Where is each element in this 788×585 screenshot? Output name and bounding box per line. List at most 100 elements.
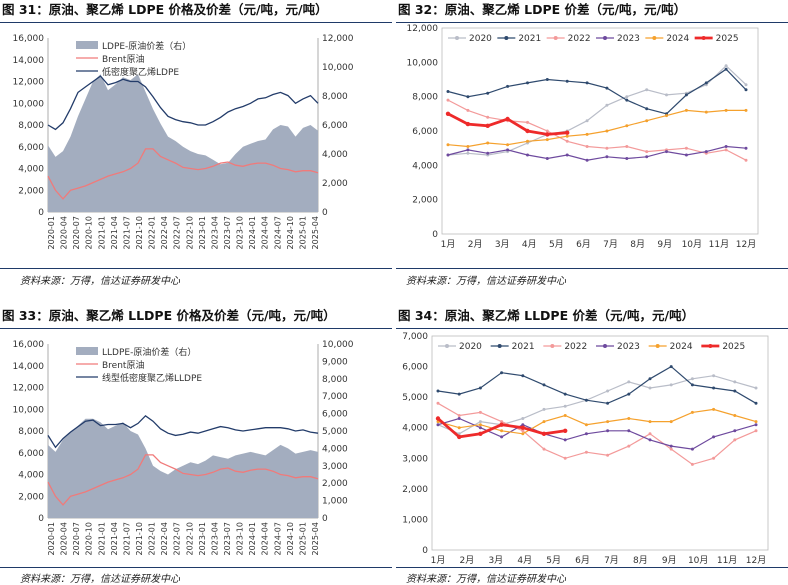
series-point — [563, 428, 568, 433]
title-rule — [396, 328, 788, 329]
x-tick-label: 2024-01 — [248, 216, 257, 249]
figure-33-title: 图 33：原油、聚乙烯 LLDPE 价格及价差（元/吨，元/吨） — [2, 308, 336, 323]
x-tick-label: 2023-07 — [223, 522, 232, 555]
series-point — [466, 148, 470, 152]
x-tick-label: 2020-04 — [60, 216, 69, 249]
x-tick-label: 2021-07 — [122, 216, 131, 249]
series-point — [435, 416, 441, 421]
series-point — [526, 120, 529, 124]
x-tick-label: 6月 — [575, 555, 590, 566]
x-tick-label: 2022-04 — [160, 216, 169, 249]
series-point — [545, 78, 549, 81]
series-point — [645, 119, 649, 123]
y-left-tick-label: 4,000 — [18, 471, 44, 481]
x-tick-label: 2021-01 — [97, 216, 106, 249]
series-point — [542, 447, 546, 451]
series-point — [712, 435, 716, 439]
series-point — [648, 420, 652, 424]
series-point — [545, 138, 549, 142]
series-point — [625, 95, 629, 99]
legend-marker — [497, 344, 502, 348]
y-left-tick-label: 8,000 — [18, 121, 44, 131]
series-point — [712, 374, 716, 378]
y-left-tick-label: 10,000 — [13, 405, 45, 415]
title-rule — [0, 22, 392, 23]
x-tick-label: 9月 — [657, 239, 672, 250]
x-tick-label: 6月 — [576, 239, 591, 250]
y-right-tick-label: 4,000 — [322, 150, 348, 160]
figure-32-title: 图 32：原油、聚乙烯 LDPE 价差（元/吨，元/吨） — [398, 2, 687, 17]
series-area — [48, 74, 318, 212]
x-tick-label: 2020-07 — [72, 522, 81, 555]
series-point — [565, 134, 569, 138]
chart-33: 0 2,000 4,000 6,000 8,000 10,000 12,000 14,000 1… — [13, 340, 354, 555]
legend-label: 低密度聚乙烯LDPE — [102, 66, 179, 78]
series-point — [525, 128, 530, 134]
y-left-tick-label: 0 — [38, 208, 44, 218]
y-left-tick-label: 0 — [38, 514, 44, 524]
series-line — [47, 148, 319, 200]
series-point — [754, 429, 758, 433]
y-tick-label: 5,000 — [402, 393, 428, 403]
series-point — [605, 155, 609, 159]
series-point — [684, 108, 688, 112]
x-tick-label: 2023-04 — [210, 522, 219, 555]
series-point — [690, 462, 694, 466]
series-point — [724, 108, 728, 112]
x-tick-label: 2022-07 — [173, 522, 182, 555]
series-point — [665, 150, 668, 154]
x-tick-label: 5月 — [546, 555, 561, 566]
series-point — [584, 432, 588, 436]
series-point — [690, 377, 694, 381]
x-tick-label: 2025-01 — [298, 522, 307, 555]
x-tick-label: 2024-10 — [286, 216, 295, 249]
series-point — [733, 429, 737, 433]
y-right-tick-label: 0 — [322, 514, 328, 524]
x-tick-label: 2022-07 — [173, 216, 182, 249]
series-point — [563, 392, 567, 396]
series-point — [606, 453, 610, 457]
series-point — [457, 426, 461, 430]
x-tick-label: 10月 — [682, 239, 702, 250]
series-point — [606, 420, 610, 424]
legend-marker — [701, 36, 706, 40]
figure-34: 图 34：原油、聚乙烯 LLDPE 价差（元/吨，元/吨） 0 1,000 2,00… — [396, 306, 788, 585]
series-point — [665, 114, 668, 118]
series-line — [447, 68, 747, 115]
series-line — [437, 417, 757, 450]
legend-label: Brent原油 — [102, 359, 144, 371]
y-left-tick-label: 4,000 — [18, 165, 44, 175]
figure-34-title: 图 34：原油、聚乙烯 LLDPE 价差（元/吨，元/吨） — [398, 308, 695, 323]
series-point — [486, 115, 490, 119]
y-right-tick-label: 10,000 — [322, 340, 354, 350]
series-point — [585, 158, 589, 162]
y-right-tick-label: 2,000 — [322, 479, 348, 489]
x-tick-label: 7月 — [604, 555, 619, 566]
series-point — [744, 158, 748, 162]
x-tick-label: 2022-04 — [160, 522, 169, 555]
series-point — [585, 132, 589, 136]
series-point — [744, 88, 748, 92]
x-tick-label: 2023-10 — [236, 522, 245, 555]
series-point — [645, 88, 649, 92]
series-point — [648, 386, 652, 390]
source-rule — [396, 567, 788, 568]
legend-label: 2020 — [459, 342, 482, 352]
series-point — [500, 429, 504, 433]
series-point — [478, 431, 483, 436]
series-point — [521, 374, 525, 378]
series-point — [506, 148, 510, 152]
series-point — [457, 392, 461, 396]
series-point — [446, 90, 450, 93]
y-tick-label: 3,000 — [402, 454, 428, 464]
series-point — [526, 81, 529, 85]
series-point — [669, 365, 673, 369]
figure-33: 图 33：原油、聚乙烯 LLDPE 价格及价差（元/吨，元/吨） 0 2,000 4… — [0, 306, 392, 585]
y-right-tick-label: 6,000 — [322, 410, 348, 420]
series-line — [437, 375, 757, 435]
series-point — [565, 79, 569, 83]
legend-label: 2021 — [518, 34, 541, 44]
legend-marker — [603, 36, 607, 40]
x-tick-label: 2022-01 — [148, 216, 157, 249]
x-tick-label: 2022-10 — [185, 522, 194, 555]
